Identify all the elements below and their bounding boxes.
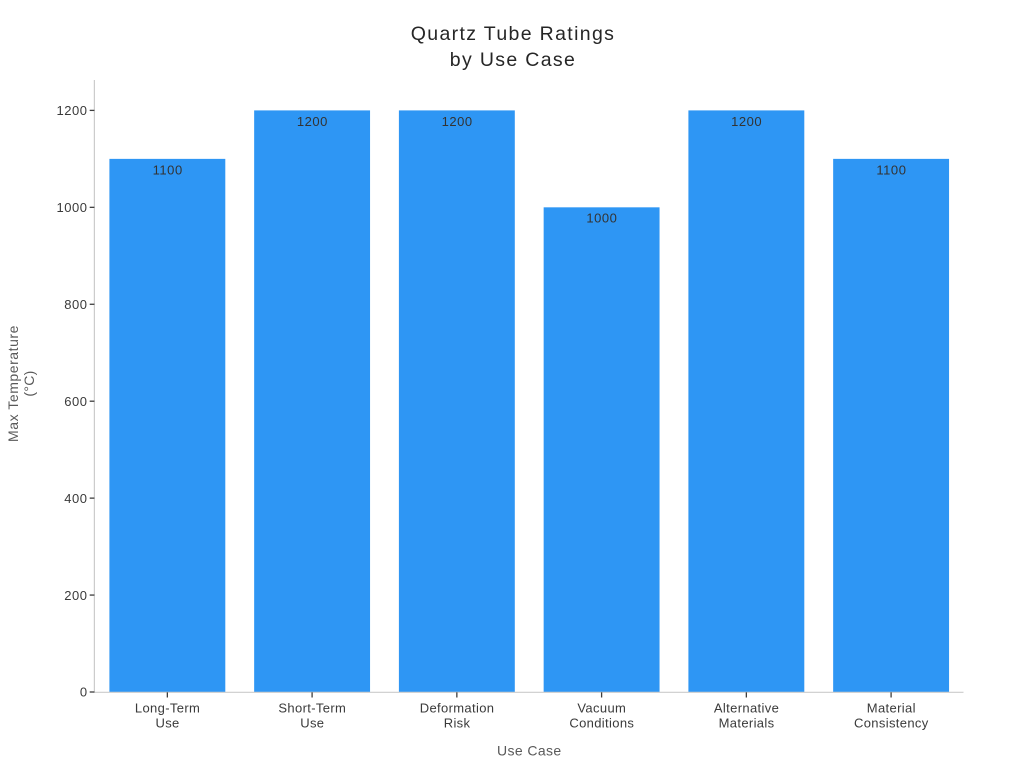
svg-text:Deformation: Deformation: [420, 701, 495, 716]
svg-text:1000: 1000: [586, 211, 617, 226]
svg-text:1000: 1000: [56, 200, 87, 215]
svg-text:Quartz Tube Ratings: Quartz Tube Ratings: [411, 23, 616, 45]
svg-text:1100: 1100: [153, 162, 183, 177]
svg-text:Consistency: Consistency: [854, 716, 929, 731]
svg-text:400: 400: [64, 491, 87, 506]
svg-text:Conditions: Conditions: [569, 716, 634, 731]
svg-text:Risk: Risk: [444, 716, 471, 731]
svg-text:Use: Use: [300, 716, 324, 731]
svg-text:Use: Use: [155, 716, 179, 731]
svg-text:Long-Term: Long-Term: [135, 701, 200, 716]
svg-text:Alternative: Alternative: [714, 701, 779, 716]
svg-text:Vacuum: Vacuum: [577, 701, 626, 716]
svg-text:Use Case: Use Case: [497, 743, 562, 759]
svg-text:800: 800: [64, 297, 87, 312]
svg-text:Material: Material: [867, 701, 916, 716]
svg-text:1200: 1200: [56, 103, 87, 118]
svg-text:(°C): (°C): [21, 370, 37, 396]
svg-text:Max Temperature: Max Temperature: [5, 325, 21, 442]
svg-text:200: 200: [64, 588, 87, 603]
svg-text:Materials: Materials: [719, 716, 775, 731]
svg-text:Short-Term: Short-Term: [278, 701, 346, 716]
svg-text:1200: 1200: [731, 114, 762, 129]
svg-text:1200: 1200: [297, 114, 328, 129]
svg-text:1200: 1200: [442, 114, 473, 129]
svg-text:by Use Case: by Use Case: [450, 49, 576, 71]
svg-text:1100: 1100: [876, 162, 906, 177]
svg-text:0: 0: [80, 685, 88, 700]
svg-text:600: 600: [64, 394, 87, 409]
